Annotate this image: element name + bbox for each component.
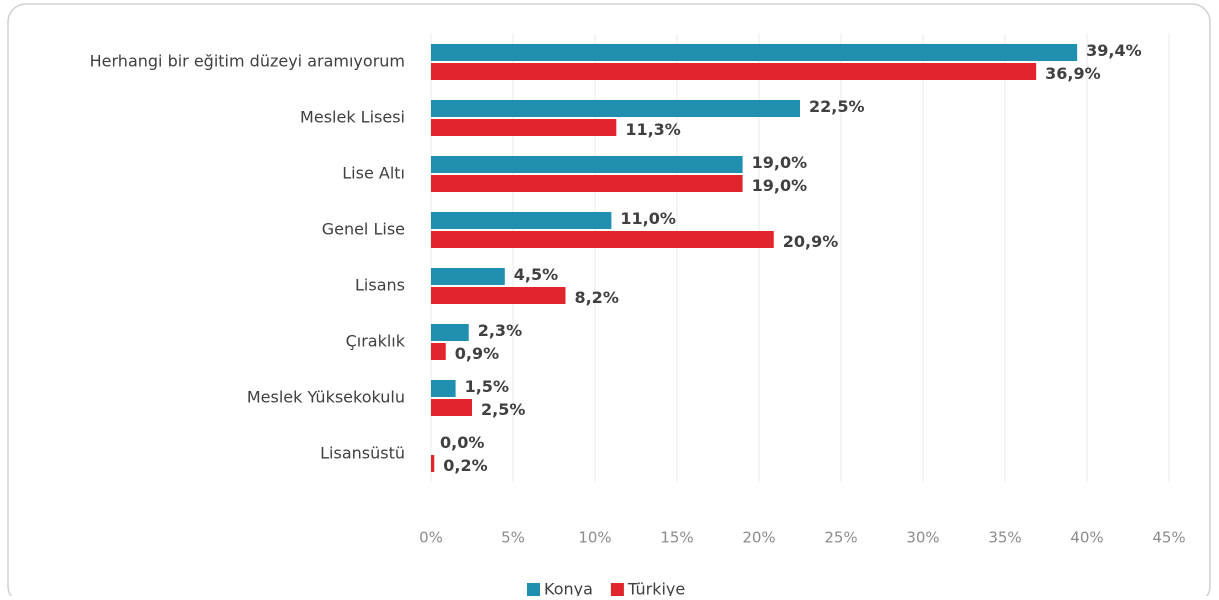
y-tick-label: Herhangi bir eğitim düzeyi aramıyorum	[90, 52, 405, 71]
x-tick-label: 30%	[906, 529, 939, 547]
data-label: 2,5%	[481, 400, 525, 419]
x-tick-label: 25%	[824, 529, 857, 547]
data-label: 19,0%	[752, 153, 808, 172]
bar	[431, 100, 800, 117]
y-tick-label: Lisansüstü	[320, 444, 405, 463]
bar	[431, 399, 472, 416]
data-label: 0,2%	[443, 456, 487, 475]
bar	[431, 231, 774, 248]
data-label: 0,9%	[455, 344, 499, 363]
x-tick-label: 5%	[501, 529, 525, 547]
x-tick-label: 15%	[660, 529, 693, 547]
data-label: 11,0%	[620, 209, 676, 228]
y-tick-label: Çıraklık	[346, 332, 406, 351]
legend-swatch	[527, 583, 540, 596]
data-label: 36,9%	[1045, 64, 1101, 83]
data-label: 22,5%	[809, 97, 865, 116]
data-label: 19,0%	[752, 176, 808, 195]
y-tick-label: Meslek Yüksekokulu	[247, 388, 405, 407]
data-label: 1,5%	[465, 377, 509, 396]
bar	[431, 455, 435, 472]
data-label: 4,5%	[514, 265, 558, 284]
data-label: 20,9%	[783, 232, 839, 251]
bar	[431, 44, 1078, 61]
bar	[431, 212, 612, 229]
bar	[431, 119, 617, 136]
x-tick-label: 40%	[1070, 529, 1103, 547]
chart-frame	[7, 3, 1211, 600]
data-label: 8,2%	[574, 288, 618, 307]
bar	[431, 324, 469, 341]
bar	[431, 343, 446, 360]
legend-label: Konya	[544, 580, 593, 597]
data-label: 2,3%	[478, 321, 522, 340]
legend-swatch	[610, 583, 624, 596]
y-tick-label: Genel Lise	[322, 220, 405, 239]
bar	[431, 175, 743, 192]
bar	[431, 156, 743, 173]
x-tick-label: 10%	[578, 529, 611, 547]
y-tick-label: Lisans	[355, 276, 405, 295]
data-label: 39,4%	[1086, 41, 1142, 60]
x-tick-label: 20%	[742, 529, 775, 547]
data-label: 0,0%	[440, 433, 484, 452]
bar	[431, 268, 505, 285]
y-tick-label: Meslek Lisesi	[300, 108, 405, 127]
x-tick-label: 45%	[1152, 529, 1185, 547]
bar	[431, 380, 456, 397]
data-label: 11,3%	[625, 120, 681, 139]
bar	[431, 287, 566, 304]
legend-label: Türkiye	[627, 580, 685, 597]
x-tick-label: 0%	[419, 529, 443, 547]
bar	[431, 63, 1037, 80]
y-tick-label: Lise Altı	[342, 164, 405, 183]
x-tick-label: 35%	[988, 529, 1021, 547]
